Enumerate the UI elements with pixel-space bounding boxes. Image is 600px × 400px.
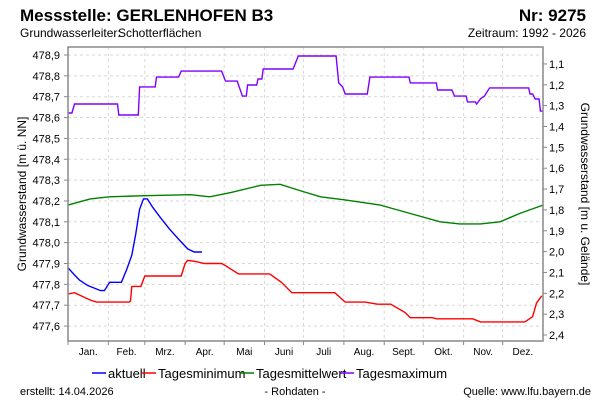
y-right-tick-label: 2,1	[549, 267, 564, 279]
month-label: Okt.	[434, 347, 452, 358]
y-tick-label: 478,3	[32, 175, 60, 187]
y-right-tick-label: 1,1	[549, 59, 564, 71]
series-group	[67, 55, 544, 323]
y-right-tick-label: 1,8	[549, 205, 564, 217]
y-right-tick-label: 1,3	[549, 101, 564, 113]
y-right-tick-label: 2,2	[549, 288, 564, 300]
month-label: Juni	[275, 347, 293, 358]
plot-frame	[67, 46, 544, 342]
y-tick-label: 478,4	[32, 154, 60, 166]
y-tick-label: 478,0	[32, 238, 60, 250]
y-right-tick-label: 1,5	[549, 142, 564, 154]
station-number: Nr: 9275	[519, 6, 586, 25]
source-link[interactable]: Quelle: www.lfu.bayern.de	[463, 386, 591, 398]
y-tick-label: 478,1	[32, 217, 60, 229]
series-line-min	[67, 259, 543, 323]
series-line-mean	[67, 183, 544, 225]
month-label: Juli	[316, 347, 331, 358]
legend-label-max: Tagesmaximum	[356, 366, 447, 381]
y-axis-label-left: Grundwasserstand [m ü. NN]	[15, 117, 29, 272]
month-label: Mai	[236, 347, 252, 358]
y-right-tick-label: 2,0	[549, 247, 564, 259]
month-label: Apr.	[196, 347, 214, 358]
y-right-tick-label: 1,6	[549, 163, 564, 175]
legend-label-mean: Tagesmittelwert	[256, 366, 347, 381]
month-label: Feb.	[117, 347, 137, 358]
series-line-aktuell	[67, 198, 202, 292]
grid	[68, 47, 543, 341]
month-label: Mrz.	[155, 347, 174, 358]
raw-data-note: - Rohdaten -	[264, 386, 325, 398]
legend: aktuell Tagesminimum Tagesmittelwert Tagesm…	[92, 366, 447, 381]
y-tick-label: 477,6	[32, 321, 60, 333]
y-tick-label: 478,5	[32, 133, 60, 145]
y-axis-label-right: Grundwasserstand [m u. Gelände]	[578, 103, 592, 286]
month-label: Jan.	[79, 347, 98, 358]
series-line-max	[68, 55, 543, 116]
y-tick-label: 477,7	[32, 300, 60, 312]
legend-label-min: Tagesminimum	[158, 366, 245, 381]
y-tick-label: 478,8	[32, 71, 60, 83]
month-label: Dez.	[513, 347, 534, 358]
aquifer-value: Schotterflächen	[118, 26, 201, 40]
y-right-tick-label: 2,4	[549, 330, 564, 342]
month-label: Nov.	[473, 347, 493, 358]
month-label: Sept.	[392, 347, 415, 358]
legend-label-aktuell: aktuell	[108, 366, 146, 381]
y-right-tick-label: 1,2	[549, 80, 564, 92]
month-label: Aug.	[354, 347, 375, 358]
y-right-tick-label: 1,4	[549, 122, 564, 134]
y-tick-label: 477,9	[32, 259, 60, 271]
axis-ticks: 477,6 477,7 477,8 477,9 478,0 478,1 478,2 478,3…	[32, 50, 564, 358]
created-date: erstellt: 14.04.2026	[20, 386, 114, 398]
y-right-tick-label: 2,3	[549, 309, 564, 321]
y-tick-label: 477,8	[32, 279, 60, 291]
y-right-tick-label: 1,7	[549, 184, 564, 196]
period-label: Zeitraum: 1992 - 2026	[468, 26, 586, 40]
y-tick-label: 478,2	[32, 196, 60, 208]
station-title: Messstelle: GERLENHOFEN B3	[20, 6, 273, 25]
y-tick-label: 478,9	[32, 50, 60, 62]
y-tick-label: 478,7	[32, 92, 60, 104]
y-right-tick-label: 1,9	[549, 226, 564, 238]
aquifer-label: Grundwasserleiter:	[20, 26, 121, 40]
y-tick-label: 478,6	[32, 113, 60, 125]
